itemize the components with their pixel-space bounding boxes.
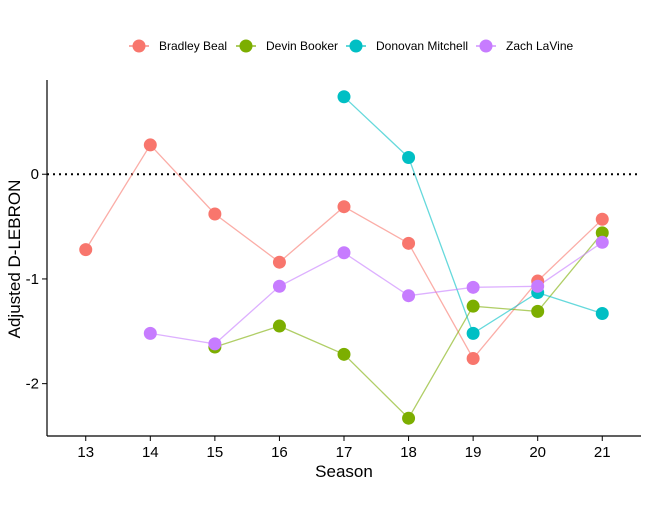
axes: 13 14 15 16 17 18 19 20 21 -2 -1 0 [26, 80, 641, 461]
data-point-bradley-beal [272, 255, 286, 269]
data-point-zach-lavine [208, 337, 222, 351]
data-point-devin-booker [595, 226, 609, 240]
legend-key-marker [479, 39, 493, 53]
data-point-bradley-beal [337, 200, 351, 214]
data-point-bradley-beal [466, 352, 480, 366]
legend-key-marker [239, 39, 253, 53]
legend-label: Donovan Mitchell [376, 39, 468, 53]
data-point-devin-booker [402, 411, 416, 425]
data-point-devin-booker [531, 304, 545, 318]
series-group [79, 90, 609, 425]
x-tick-label: 13 [77, 444, 94, 461]
data-point-zach-lavine [143, 326, 157, 340]
series-line-zach-lavine [150, 241, 603, 345]
legend-label: Devin Booker [266, 39, 338, 53]
data-point-zach-lavine [402, 289, 416, 303]
data-point-zach-lavine [595, 235, 609, 249]
data-point-donovan-mitchell [402, 150, 416, 164]
data-point-bradley-beal [208, 207, 222, 221]
legend-key-marker [132, 39, 146, 53]
data-point-zach-lavine [337, 246, 351, 260]
data-point-zach-lavine [466, 280, 480, 294]
data-point-bradley-beal [143, 138, 157, 152]
legend: Bradley Beal Devin Booker Donovan Mitchell… [129, 39, 573, 53]
x-tick-label: 16 [271, 444, 288, 461]
y-tick-label: -2 [26, 376, 39, 393]
data-point-bradley-beal [79, 243, 93, 257]
x-tick-label: 15 [207, 444, 224, 461]
x-tick-label: 17 [336, 444, 353, 461]
data-point-devin-booker [466, 299, 480, 313]
data-point-bradley-beal [595, 212, 609, 226]
x-tick-label: 21 [594, 444, 611, 461]
x-tick-label: 18 [400, 444, 417, 461]
data-point-donovan-mitchell [337, 90, 351, 104]
legend-label: Zach LaVine [506, 39, 573, 53]
data-point-donovan-mitchell [466, 326, 480, 340]
data-point-bradley-beal [402, 236, 416, 250]
data-point-zach-lavine [531, 279, 545, 293]
data-point-devin-booker [337, 347, 351, 361]
legend-label: Bradley Beal [159, 39, 227, 53]
data-point-devin-booker [272, 319, 286, 333]
data-point-zach-lavine [272, 279, 286, 293]
y-tick-label: 0 [31, 166, 39, 183]
data-point-donovan-mitchell [595, 306, 609, 320]
y-axis-title: Adjusted D-LEBRON [5, 180, 24, 339]
x-axis-title: Season [315, 462, 373, 481]
x-tick-label: 14 [142, 444, 159, 461]
x-tick-label: 19 [465, 444, 482, 461]
y-tick-label: -1 [26, 271, 39, 288]
legend-key-marker [349, 39, 363, 53]
series-line-donovan-mitchell [343, 96, 603, 335]
x-tick-label: 20 [529, 444, 546, 461]
